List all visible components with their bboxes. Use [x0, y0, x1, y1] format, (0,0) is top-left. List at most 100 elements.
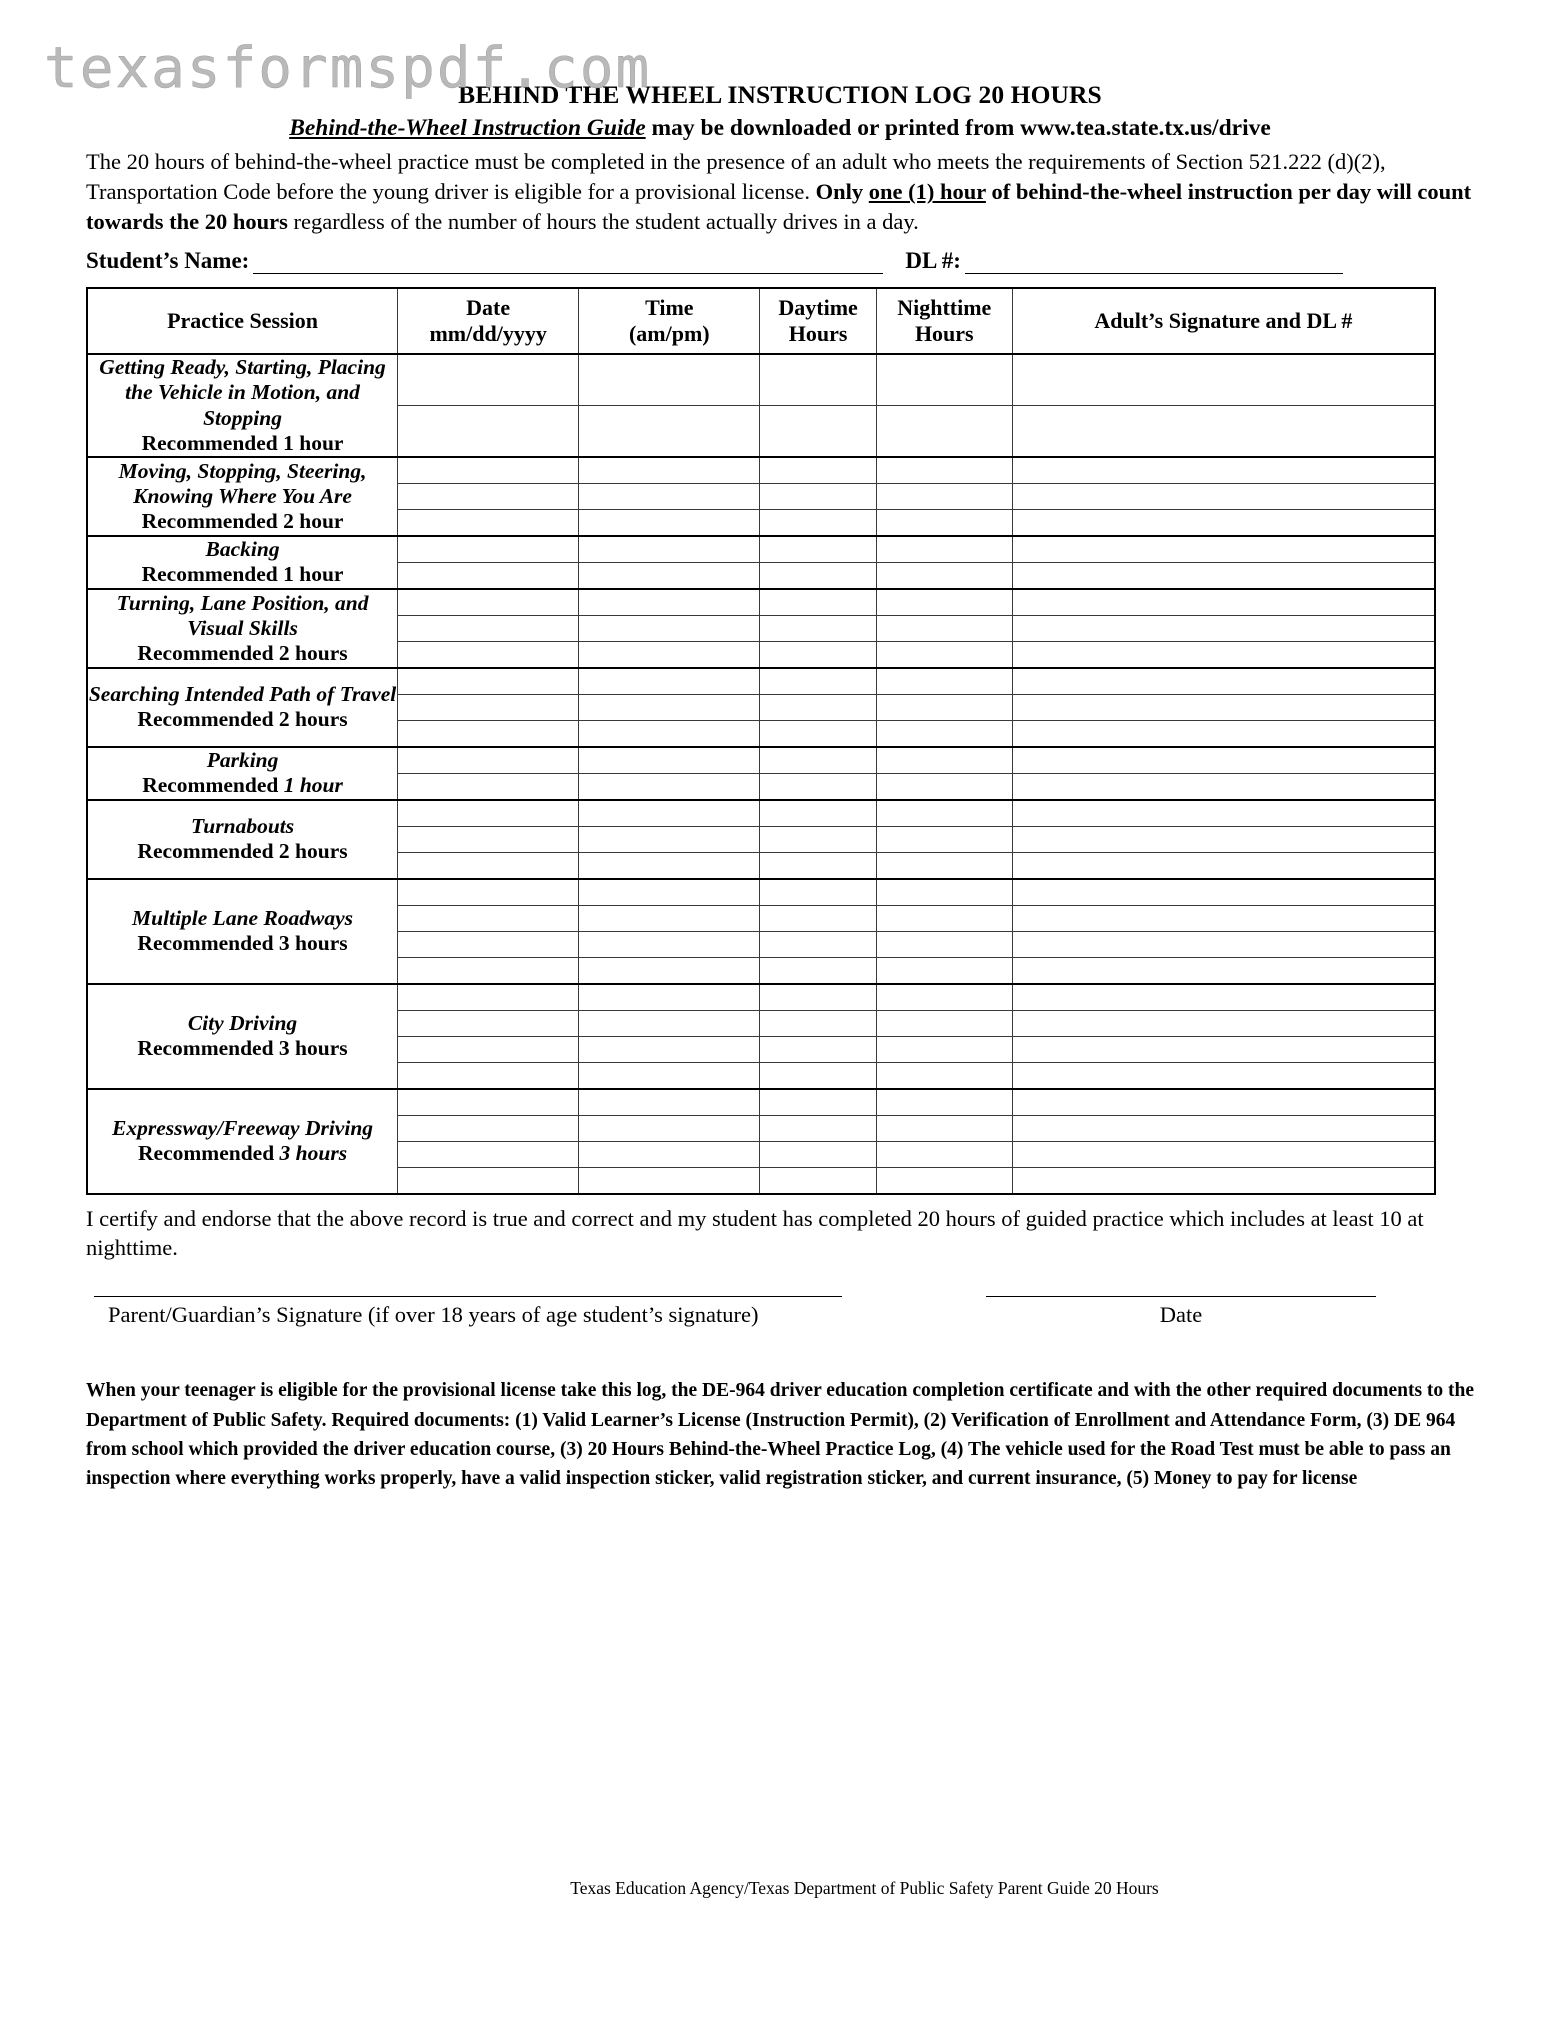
cell-daytime-hours[interactable]	[759, 353, 877, 407]
cell-time[interactable]	[578, 482, 761, 510]
cell-nighttime-hours[interactable]	[875, 1114, 1013, 1142]
cell-time[interactable]	[578, 508, 761, 537]
cell-nighttime-hours[interactable]	[875, 772, 1013, 801]
cell-adult-signature[interactable]	[1011, 1087, 1436, 1116]
cell-nighttime-hours[interactable]	[875, 745, 1013, 774]
cell-date[interactable]	[397, 508, 580, 537]
cell-date[interactable]	[397, 930, 580, 958]
cell-adult-signature[interactable]	[1011, 353, 1436, 407]
cell-date[interactable]	[397, 851, 580, 880]
cell-adult-signature[interactable]	[1011, 587, 1436, 616]
cell-daytime-hours[interactable]	[759, 640, 877, 669]
cell-daytime-hours[interactable]	[759, 508, 877, 537]
cell-adult-signature[interactable]	[1011, 877, 1436, 906]
cell-daytime-hours[interactable]	[759, 982, 877, 1011]
cell-time[interactable]	[578, 640, 761, 669]
cell-nighttime-hours[interactable]	[875, 1009, 1013, 1037]
cell-date[interactable]	[397, 561, 580, 590]
cell-date[interactable]	[397, 1140, 580, 1168]
cell-date[interactable]	[397, 534, 580, 563]
cell-adult-signature[interactable]	[1011, 930, 1436, 958]
cell-time[interactable]	[578, 666, 761, 695]
cell-date[interactable]	[397, 745, 580, 774]
cell-time[interactable]	[578, 587, 761, 616]
cell-time[interactable]	[578, 693, 761, 721]
cell-nighttime-hours[interactable]	[875, 1035, 1013, 1063]
cell-adult-signature[interactable]	[1011, 719, 1436, 748]
cell-adult-signature[interactable]	[1011, 693, 1436, 721]
cell-date[interactable]	[397, 693, 580, 721]
cell-daytime-hours[interactable]	[759, 1061, 877, 1090]
cell-adult-signature[interactable]	[1011, 508, 1436, 537]
cell-daytime-hours[interactable]	[759, 405, 877, 458]
cell-adult-signature[interactable]	[1011, 1114, 1436, 1142]
cell-daytime-hours[interactable]	[759, 1140, 877, 1168]
cell-time[interactable]	[578, 930, 761, 958]
cell-time[interactable]	[578, 982, 761, 1011]
cell-time[interactable]	[578, 745, 761, 774]
cell-daytime-hours[interactable]	[759, 772, 877, 801]
cell-date[interactable]	[397, 719, 580, 748]
cell-date[interactable]	[397, 825, 580, 853]
cell-daytime-hours[interactable]	[759, 851, 877, 880]
cell-nighttime-hours[interactable]	[875, 930, 1013, 958]
cell-date[interactable]	[397, 666, 580, 695]
parent-signature-input[interactable]	[94, 1296, 842, 1298]
cell-daytime-hours[interactable]	[759, 930, 877, 958]
cell-nighttime-hours[interactable]	[875, 482, 1013, 510]
cell-time[interactable]	[578, 956, 761, 985]
cell-time[interactable]	[578, 1035, 761, 1063]
cell-date[interactable]	[397, 1087, 580, 1116]
cell-adult-signature[interactable]	[1011, 482, 1436, 510]
cell-adult-signature[interactable]	[1011, 1166, 1436, 1195]
cell-time[interactable]	[578, 772, 761, 801]
cell-nighttime-hours[interactable]	[875, 1166, 1013, 1195]
cell-daytime-hours[interactable]	[759, 1166, 877, 1195]
cell-nighttime-hours[interactable]	[875, 614, 1013, 642]
cell-nighttime-hours[interactable]	[875, 1087, 1013, 1116]
cell-adult-signature[interactable]	[1011, 1061, 1436, 1090]
cell-nighttime-hours[interactable]	[875, 956, 1013, 985]
cell-nighttime-hours[interactable]	[875, 851, 1013, 880]
cell-time[interactable]	[578, 825, 761, 853]
cell-nighttime-hours[interactable]	[875, 693, 1013, 721]
cell-nighttime-hours[interactable]	[875, 877, 1013, 906]
cell-adult-signature[interactable]	[1011, 1035, 1436, 1063]
cell-daytime-hours[interactable]	[759, 482, 877, 510]
cell-adult-signature[interactable]	[1011, 561, 1436, 590]
cell-date[interactable]	[397, 587, 580, 616]
cell-daytime-hours[interactable]	[759, 587, 877, 616]
cell-daytime-hours[interactable]	[759, 561, 877, 590]
cell-adult-signature[interactable]	[1011, 1009, 1436, 1037]
cell-time[interactable]	[578, 614, 761, 642]
cell-date[interactable]	[397, 1166, 580, 1195]
cell-adult-signature[interactable]	[1011, 798, 1436, 827]
cell-adult-signature[interactable]	[1011, 614, 1436, 642]
cell-adult-signature[interactable]	[1011, 745, 1436, 774]
cell-time[interactable]	[578, 904, 761, 932]
cell-daytime-hours[interactable]	[759, 614, 877, 642]
cell-adult-signature[interactable]	[1011, 405, 1436, 458]
cell-daytime-hours[interactable]	[759, 745, 877, 774]
cell-nighttime-hours[interactable]	[875, 455, 1013, 484]
cell-time[interactable]	[578, 1009, 761, 1037]
cell-time[interactable]	[578, 877, 761, 906]
cell-time[interactable]	[578, 1087, 761, 1116]
cell-adult-signature[interactable]	[1011, 825, 1436, 853]
cell-daytime-hours[interactable]	[759, 534, 877, 563]
cell-time[interactable]	[578, 798, 761, 827]
cell-time[interactable]	[578, 405, 761, 458]
cell-daytime-hours[interactable]	[759, 956, 877, 985]
cell-daytime-hours[interactable]	[759, 904, 877, 932]
cell-nighttime-hours[interactable]	[875, 798, 1013, 827]
cell-time[interactable]	[578, 1061, 761, 1090]
cell-time[interactable]	[578, 1114, 761, 1142]
cell-time[interactable]	[578, 1140, 761, 1168]
cell-nighttime-hours[interactable]	[875, 1061, 1013, 1090]
cell-adult-signature[interactable]	[1011, 982, 1436, 1011]
cell-time[interactable]	[578, 561, 761, 590]
cell-date[interactable]	[397, 956, 580, 985]
cell-time[interactable]	[578, 719, 761, 748]
cell-daytime-hours[interactable]	[759, 666, 877, 695]
student-name-input[interactable]	[253, 249, 884, 275]
